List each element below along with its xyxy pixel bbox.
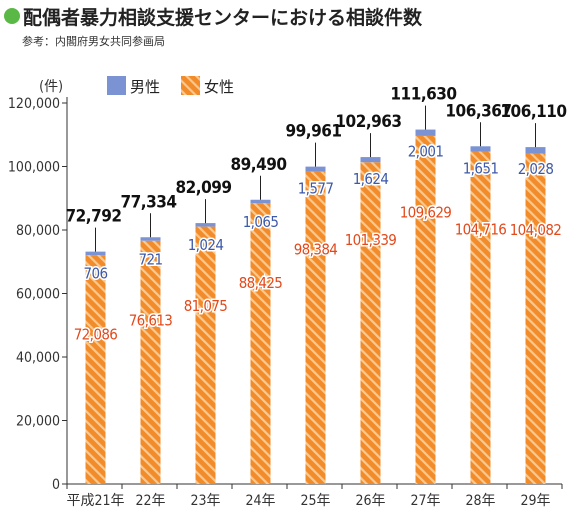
x-tick-label: 24年: [245, 493, 275, 508]
y-tick-label: 20,000: [16, 414, 60, 430]
y-tick-label: 80,000: [16, 223, 60, 239]
y-tick-label: 100,000: [8, 160, 60, 176]
bar-male: [470, 146, 491, 152]
total-label: 82,099: [175, 178, 231, 198]
male-value-label: 2,001: [408, 143, 444, 161]
male-value-label: 706: [84, 265, 108, 283]
title-row: 配偶者暴力相談支援センターにおける相談件数: [4, 2, 422, 30]
x-tick-label: 26年: [355, 493, 385, 508]
bar-female: [140, 240, 161, 484]
chart-title: 配偶者暴力相談支援センターにおける相談件数: [23, 6, 423, 29]
y-tick-label: 0: [52, 477, 60, 493]
bar-female: [360, 162, 381, 485]
female-value-label: 98,384: [294, 241, 338, 259]
bar-female: [305, 171, 326, 484]
y-tick-label: 120,000: [8, 96, 60, 112]
total-label: 72,792: [65, 207, 121, 227]
total-label: 106,367: [445, 101, 511, 121]
male-value-label: 1,577: [298, 180, 334, 198]
male-value-label: 2,028: [518, 160, 554, 178]
bar-female: [415, 135, 436, 484]
legend-label-male: 男性: [130, 78, 160, 96]
x-tick-label: 27年: [410, 493, 440, 508]
bar-female: [470, 151, 491, 484]
total-label: 99,961: [285, 122, 341, 142]
bar-male: [360, 157, 381, 163]
female-value-label: 104,716: [455, 220, 507, 238]
x-tick-label: 22年: [135, 493, 165, 508]
bar-female: [250, 203, 271, 485]
legend-swatch-male: [107, 76, 126, 95]
legend-label-female: 女性: [204, 78, 234, 96]
bar-male: [250, 199, 271, 204]
bar-male: [415, 129, 436, 136]
total-label: 111,630: [390, 85, 456, 105]
male-value-label: 1,651: [463, 159, 499, 177]
x-tick-label: 28年: [465, 493, 495, 508]
bar-male: [195, 223, 216, 227]
bar-male: [525, 147, 546, 154]
male-value-label: 1,065: [243, 213, 279, 231]
bar-female: [525, 153, 546, 484]
bar-male: [305, 166, 326, 172]
legend-swatch-female: [181, 76, 200, 95]
total-label: 102,963: [335, 112, 401, 132]
x-tick-label: 25年: [300, 493, 330, 508]
x-tick-label: 23年: [190, 493, 220, 508]
female-value-label: 72,086: [74, 326, 118, 344]
female-value-label: 88,425: [239, 274, 283, 292]
x-tick-label: 平成21年: [66, 493, 124, 508]
y-tick-label: 40,000: [16, 350, 60, 366]
bar-male: [140, 237, 161, 241]
bar-male: [85, 251, 106, 256]
male-value-label: 721: [139, 250, 163, 268]
total-label: 106,110: [500, 102, 566, 122]
female-value-label: 81,075: [184, 297, 228, 315]
total-label: 77,334: [120, 192, 176, 212]
total-label: 89,490: [230, 155, 286, 175]
female-value-label: 104,082: [510, 221, 562, 239]
source-note: 参考：内閣府男女共同参画局: [22, 35, 165, 48]
female-value-label: 76,613: [129, 311, 173, 329]
male-value-label: 1,024: [188, 236, 224, 254]
y-tick-label: 60,000: [16, 287, 60, 303]
male-value-label: 1,624: [353, 170, 389, 188]
y-unit-label: (件): [39, 79, 63, 95]
female-value-label: 109,629: [400, 204, 452, 222]
bar-female: [85, 255, 106, 484]
bar-female: [195, 226, 216, 485]
x-tick-label: 29年: [520, 493, 550, 508]
female-value-label: 101,339: [345, 231, 397, 249]
title-bullet-icon: [4, 8, 20, 24]
